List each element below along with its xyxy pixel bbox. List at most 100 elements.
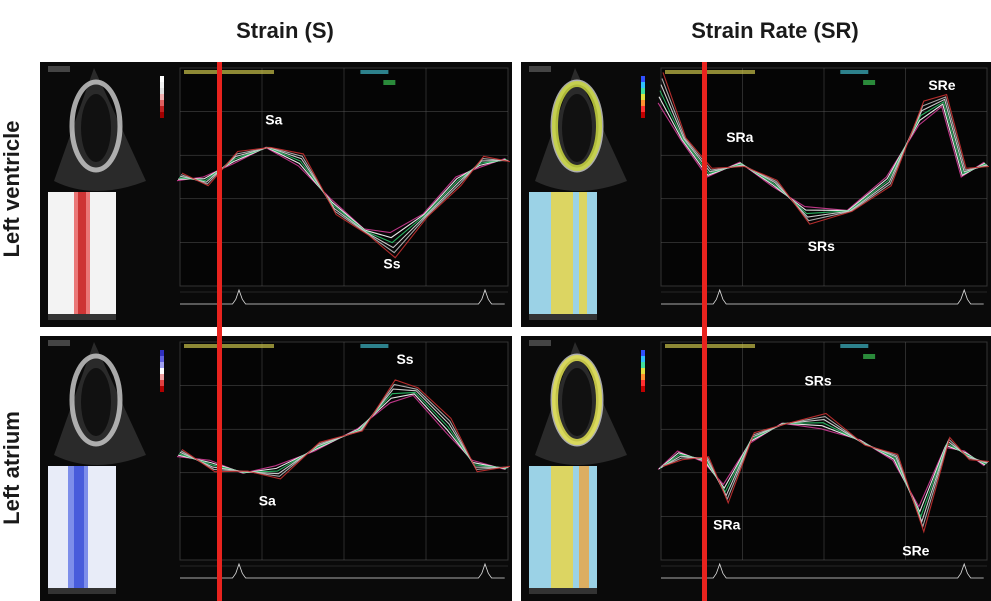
- panel-la-strain-svg: Sa Ss: [48, 340, 511, 594]
- color-scale-step: [641, 362, 645, 368]
- peak-label-s: Ss: [396, 351, 413, 367]
- color-scale-bar: [641, 76, 645, 118]
- color-scale-step: [641, 100, 645, 106]
- image-header: [48, 340, 70, 346]
- ecg-trace: [180, 288, 505, 305]
- color-scale-step: [160, 76, 164, 82]
- event-marker-line-right: [702, 62, 707, 601]
- m-mode-band: [579, 192, 587, 320]
- color-scale-step: [641, 374, 645, 380]
- plot-tag: [863, 80, 876, 85]
- peak-label-s: SRs: [808, 238, 835, 254]
- chamber-cavity: [562, 94, 592, 162]
- panel-lv-strain: Sa Ss: [40, 62, 512, 327]
- color-scale-bar: [160, 350, 164, 392]
- panel-la-strain-rate-svg: SRa SRs SRe: [529, 340, 990, 594]
- image-header: [529, 340, 551, 346]
- row-title-left-ventricle: Left ventricle: [0, 120, 24, 258]
- echo-sector-image: [54, 68, 146, 191]
- peak-label-a: SRa: [726, 129, 753, 145]
- color-scale-step: [160, 350, 164, 356]
- peak-label-a: Sa: [265, 112, 282, 128]
- color-scale-step: [160, 88, 164, 94]
- color-scale-step: [160, 362, 164, 368]
- chamber-wall: [69, 79, 123, 173]
- m-mode-band: [551, 192, 573, 320]
- m-mode-strip: [529, 192, 597, 320]
- plot-tag: [383, 80, 396, 85]
- panel-lv-strain-svg: Sa Ss: [48, 66, 511, 320]
- color-scale-bar: [641, 350, 645, 392]
- panel-lv-strain-rate: SRa SRs SRe: [521, 62, 991, 327]
- color-scale-step: [641, 88, 645, 94]
- column-title-strain: Strain (S): [236, 18, 334, 43]
- column-title-strain-rate: Strain Rate (SR): [691, 18, 859, 43]
- m-mode-band: [551, 466, 573, 594]
- peak-label-a: SRa: [713, 516, 740, 532]
- image-header: [529, 66, 551, 72]
- color-scale-step: [160, 368, 164, 374]
- strain-curve-trace: [181, 379, 511, 480]
- color-scale-bar: [160, 76, 164, 118]
- image-header: [48, 66, 70, 72]
- row-title-left-atrium: Left atrium: [0, 411, 24, 525]
- peak-label-e: SRe: [902, 543, 929, 559]
- strain-curve-plot: [176, 67, 511, 287]
- m-mode-band: [78, 192, 86, 320]
- color-scale-step: [160, 374, 164, 380]
- strain-curve-trace: [177, 146, 507, 239]
- plot-header-text: [665, 344, 755, 348]
- m-mode-footer: [529, 588, 597, 594]
- color-scale-step: [160, 356, 164, 362]
- ecg-trace: [661, 288, 984, 305]
- echo-sector-image: [54, 342, 146, 465]
- color-scale-step: [160, 386, 164, 392]
- color-scale-step: [160, 112, 164, 118]
- color-scale-step: [641, 356, 645, 362]
- color-scale-step: [641, 94, 645, 100]
- chamber-cavity: [562, 368, 592, 436]
- color-scale-step: [160, 106, 164, 112]
- color-scale-step: [641, 82, 645, 88]
- m-mode-strip: [529, 466, 597, 594]
- m-mode-band: [74, 466, 84, 594]
- color-scale-step: [641, 380, 645, 386]
- strain-curve-plot: [657, 67, 990, 287]
- echo-sector-image: [535, 342, 627, 465]
- plot-tag: [863, 354, 876, 359]
- chamber-cavity: [81, 94, 111, 162]
- chamber-wall: [69, 353, 123, 447]
- plot-header-time: [840, 344, 869, 348]
- event-marker-line-left: [217, 62, 222, 601]
- strain-curve-trace: [178, 146, 508, 244]
- color-scale-step: [160, 94, 164, 100]
- strain-curve-trace: [179, 146, 509, 249]
- ecg-trace: [661, 562, 984, 579]
- plot-header-time: [360, 344, 389, 348]
- color-scale-step: [641, 350, 645, 356]
- strain-curve-trace: [662, 72, 990, 225]
- color-scale-step: [641, 112, 645, 118]
- plot-header-time: [360, 70, 389, 74]
- plot-header-text: [184, 344, 274, 348]
- strain-curve-plot: [176, 341, 511, 561]
- peak-label-a: Sa: [259, 493, 276, 509]
- plot-header-text: [184, 70, 274, 74]
- echo-sector-image: [535, 68, 627, 191]
- m-mode-strip: [48, 192, 116, 320]
- peak-label-s: SRs: [804, 373, 831, 389]
- ecg-trace: [180, 562, 505, 579]
- m-mode-footer: [48, 314, 116, 320]
- strain-curve-plot: [657, 341, 990, 561]
- strain-curve-trace: [176, 146, 506, 234]
- m-mode-footer: [529, 314, 597, 320]
- color-scale-step: [160, 380, 164, 386]
- color-scale-step: [641, 386, 645, 392]
- panel-la-strain-rate: SRa SRs SRe: [521, 336, 991, 601]
- strain-curve-trace: [181, 146, 511, 259]
- m-mode-strip: [48, 466, 116, 594]
- strain-curve-trace: [662, 412, 990, 534]
- color-scale-step: [160, 82, 164, 88]
- color-scale-step: [641, 368, 645, 374]
- chamber-cavity: [81, 368, 111, 436]
